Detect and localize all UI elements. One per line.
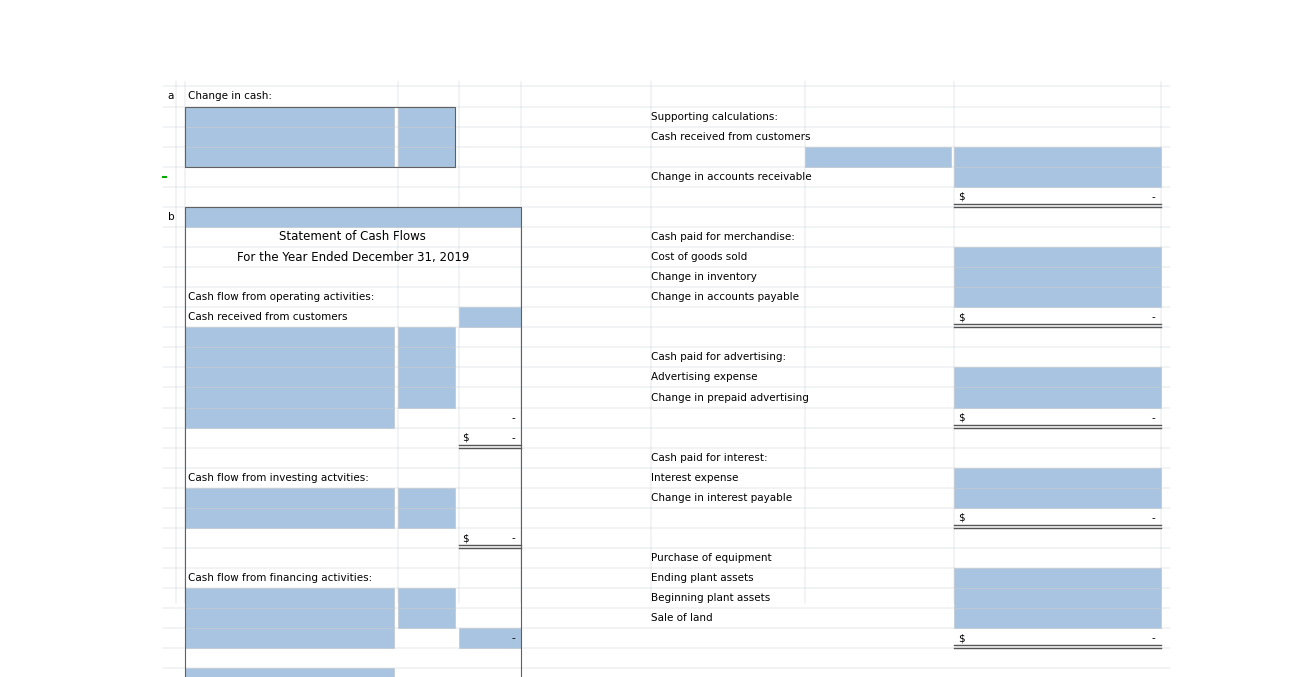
Bar — [954, 287, 1161, 307]
Bar — [185, 106, 455, 167]
Text: $: $ — [462, 533, 468, 543]
Text: Purchase of equipment: Purchase of equipment — [651, 553, 772, 563]
Text: Cash paid for advertising:: Cash paid for advertising: — [651, 353, 786, 362]
Text: Cash paid for interest:: Cash paid for interest: — [651, 453, 768, 463]
Text: Cash flow from investing actvities:: Cash flow from investing actvities: — [187, 473, 369, 483]
Text: -: - — [1150, 192, 1154, 202]
Text: $: $ — [958, 192, 965, 202]
Bar — [398, 588, 455, 608]
Bar — [185, 147, 394, 167]
Bar — [185, 207, 521, 677]
Text: $: $ — [958, 312, 965, 322]
Text: Interest expense: Interest expense — [651, 473, 738, 483]
Bar — [185, 127, 394, 147]
Bar — [398, 488, 455, 508]
Bar — [185, 488, 394, 508]
Bar — [185, 588, 394, 608]
Bar — [954, 267, 1161, 287]
Bar — [398, 368, 455, 387]
Bar — [954, 167, 1161, 187]
Text: Change in accounts payable: Change in accounts payable — [651, 292, 800, 302]
Text: -: - — [511, 412, 515, 422]
Text: Cash flow from financing activities:: Cash flow from financing activities: — [187, 573, 372, 583]
Bar — [954, 387, 1161, 408]
Bar — [398, 327, 455, 347]
Bar — [398, 608, 455, 628]
Text: Advertising expense: Advertising expense — [651, 372, 758, 383]
Bar — [398, 106, 455, 127]
Bar — [398, 387, 455, 408]
Bar — [954, 608, 1161, 628]
Text: $: $ — [958, 513, 965, 523]
Text: Cash paid for merchandise:: Cash paid for merchandise: — [651, 232, 796, 242]
Bar — [185, 368, 394, 387]
Text: Cash flow from operating activities:: Cash flow from operating activities: — [187, 292, 374, 302]
Text: -: - — [1150, 312, 1154, 322]
Bar — [954, 568, 1161, 588]
Bar — [398, 508, 455, 528]
Text: Sale of land: Sale of land — [651, 613, 712, 624]
Bar — [185, 668, 394, 677]
Text: -: - — [1150, 412, 1154, 422]
Bar — [185, 387, 394, 408]
Bar — [459, 307, 521, 327]
Text: Ending plant assets: Ending plant assets — [651, 573, 754, 583]
Bar — [954, 588, 1161, 608]
Text: Supporting calculations:: Supporting calculations: — [651, 112, 779, 122]
Text: -: - — [511, 634, 515, 643]
Bar — [185, 207, 521, 227]
Text: $: $ — [958, 634, 965, 643]
Bar — [954, 468, 1161, 488]
Text: a: a — [168, 91, 174, 102]
Bar — [185, 347, 394, 368]
Bar — [954, 247, 1161, 267]
Text: Change in cash:: Change in cash: — [187, 91, 272, 102]
Text: Beginning plant assets: Beginning plant assets — [651, 593, 771, 603]
Text: Change in interest payable: Change in interest payable — [651, 493, 792, 503]
Bar — [398, 147, 455, 167]
Text: -: - — [511, 433, 515, 443]
Bar — [185, 508, 394, 528]
Bar — [954, 488, 1161, 508]
Bar — [954, 147, 1161, 167]
Bar — [185, 408, 394, 428]
Bar — [185, 327, 394, 347]
Text: Statement of Cash Flows: Statement of Cash Flows — [280, 230, 426, 244]
Bar — [185, 608, 394, 628]
Text: -: - — [1150, 634, 1154, 643]
Text: Cash received from customers: Cash received from customers — [187, 312, 347, 322]
Text: -: - — [511, 533, 515, 543]
Bar — [459, 628, 521, 649]
Text: $: $ — [958, 412, 965, 422]
Bar — [805, 147, 952, 167]
Bar — [398, 347, 455, 368]
Text: Change in prepaid advertising: Change in prepaid advertising — [651, 393, 809, 403]
Bar — [954, 368, 1161, 387]
Bar — [398, 127, 455, 147]
Bar — [185, 106, 394, 127]
Text: -: - — [1150, 513, 1154, 523]
Text: Change in inventory: Change in inventory — [651, 272, 757, 282]
Bar — [185, 628, 394, 649]
Text: Cash received from customers: Cash received from customers — [651, 131, 811, 141]
Text: b: b — [168, 212, 174, 222]
Text: $: $ — [462, 433, 468, 443]
Text: -: - — [511, 674, 515, 677]
Text: Cost of goods sold: Cost of goods sold — [651, 252, 747, 262]
Text: For the Year Ended December 31, 2019: For the Year Ended December 31, 2019 — [237, 250, 469, 263]
Text: Change in accounts receivable: Change in accounts receivable — [651, 172, 811, 181]
